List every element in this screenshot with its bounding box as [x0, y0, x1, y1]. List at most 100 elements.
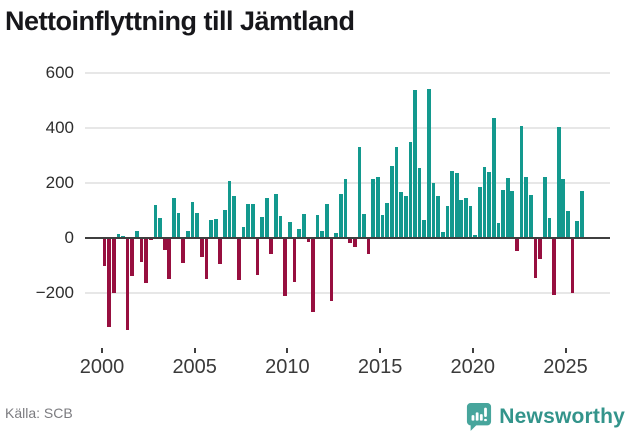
x-axis-tick: [101, 348, 103, 353]
bar-2017-q3: [427, 89, 431, 238]
bar-2019-q1: [454, 173, 459, 238]
bar-2015-q4: [394, 146, 399, 238]
x-axis-label: 2020: [450, 356, 496, 378]
bar-2016-q3: [408, 142, 413, 238]
bar-2023-q2: [533, 238, 538, 278]
x-axis-tick: [193, 348, 196, 353]
bar-2011-q1: [306, 238, 311, 243]
bar-2009-q2: [274, 193, 278, 238]
bar-2013-q3: [352, 238, 357, 247]
bar-2012-q4: [338, 193, 343, 238]
bar-2010-q2: [292, 238, 297, 283]
bar-2025-q1: [566, 211, 570, 238]
bar-2009-q4: [283, 238, 288, 296]
bar-2012-q1: [325, 203, 329, 238]
bar-2016-q2: [403, 195, 408, 238]
bar-2025-q4: [580, 191, 584, 238]
bar-2020-q1: [473, 235, 478, 238]
bar-2022-q3: [519, 125, 524, 238]
bar-2005-q1: [195, 213, 199, 238]
bar-2007-q3: [241, 226, 246, 238]
bar-2010-q1: [288, 221, 292, 238]
bar-2024-q1: [547, 217, 552, 238]
bar-2000-q2: [107, 238, 111, 328]
newsworthy-logo[interactable]: Newsworthy: [466, 402, 625, 431]
bar-2005-q3: [204, 238, 209, 279]
bar-2001-q4: [135, 230, 139, 238]
gridline: [85, 72, 610, 75]
bar-2022-q1: [510, 191, 515, 238]
y-axis-label: 0: [64, 228, 74, 247]
bar-2006-q4: [227, 180, 232, 238]
bar-2011-q2: [311, 238, 315, 313]
bar-2006-q3: [223, 210, 227, 238]
bar-2006-q2: [218, 238, 223, 265]
bar-2020-q3: [482, 166, 487, 238]
x-axis-tick: [286, 348, 289, 353]
bar-2017-q4: [431, 183, 436, 238]
bar-2000-q3: [111, 238, 116, 293]
bar-2002-q4: [153, 205, 158, 238]
bar-2021-q1: [491, 118, 496, 238]
bar-2023-q4: [542, 177, 547, 238]
bar-2006-q1: [213, 219, 218, 238]
bar-2003-q2: [162, 238, 167, 250]
bar-2025-q2: [570, 238, 575, 294]
bar-2002-q1: [139, 238, 144, 263]
source-note: Källa: SCB: [5, 405, 73, 421]
bar-2018-q4: [450, 171, 454, 238]
bar-2007-q1: [232, 195, 237, 238]
bar-2008-q2: [255, 238, 260, 276]
bar-2014-q4: [376, 177, 380, 238]
bar-2020-q2: [478, 187, 482, 238]
bar-2010-q4: [301, 214, 306, 238]
y-axis-label: −200: [35, 282, 74, 302]
bar-2001-q2: [125, 238, 130, 331]
bar-2010-q3: [297, 229, 301, 238]
bar-2017-q2: [422, 220, 427, 238]
bar-2014-q2: [366, 238, 371, 254]
bar-2003-q4: [172, 198, 176, 238]
x-axis-label: 2025: [543, 356, 588, 378]
bar-2005-q2: [199, 238, 204, 258]
bar-2001-q3: [130, 238, 135, 277]
bar-2003-q1: [158, 217, 162, 238]
bar-2016-q1: [399, 192, 403, 238]
bar-2014-q1: [362, 213, 366, 238]
bar-2024-q4: [561, 178, 566, 238]
bar-2012-q3: [334, 233, 339, 238]
bar-2021-q2: [496, 222, 501, 238]
bar-2015-q3: [389, 166, 394, 238]
y-axis-label: 400: [45, 118, 74, 138]
bar-2024-q2: [552, 238, 556, 296]
bar-2017-q1: [417, 168, 422, 238]
bar-2009-q3: [278, 216, 283, 238]
bar-2004-q2: [181, 238, 186, 264]
x-axis-label: 2000: [79, 356, 125, 378]
bar-2004-q1: [176, 213, 181, 238]
gridline: [85, 127, 610, 130]
bar-2019-q2: [459, 199, 464, 238]
bar-2003-q3: [167, 238, 172, 279]
bar-2012-q2: [329, 238, 334, 302]
y-axis-label: 200: [45, 173, 74, 193]
bar-2019-q3: [464, 198, 468, 238]
gridline: [85, 182, 610, 185]
bar-2007-q4: [246, 203, 250, 238]
bar-2025-q3: [575, 220, 580, 238]
bar-2015-q2: [385, 203, 390, 238]
bar-2008-q1: [250, 203, 255, 238]
bar-2005-q4: [209, 220, 213, 238]
bar-2000-q4: [116, 233, 121, 238]
chart-title: Nettoinflyttning till Jämtland: [5, 6, 355, 36]
bar-2021-q3: [501, 189, 505, 238]
bar-2013-q1: [343, 178, 348, 238]
bar-2008-q3: [260, 217, 264, 238]
bar-2022-q2: [515, 238, 519, 251]
bar-2022-q4: [524, 177, 529, 238]
bar-2023-q1: [529, 195, 533, 238]
bar-2014-q3: [371, 178, 376, 238]
bar-2019-q4: [468, 206, 473, 238]
x-axis-tick: [564, 348, 567, 353]
